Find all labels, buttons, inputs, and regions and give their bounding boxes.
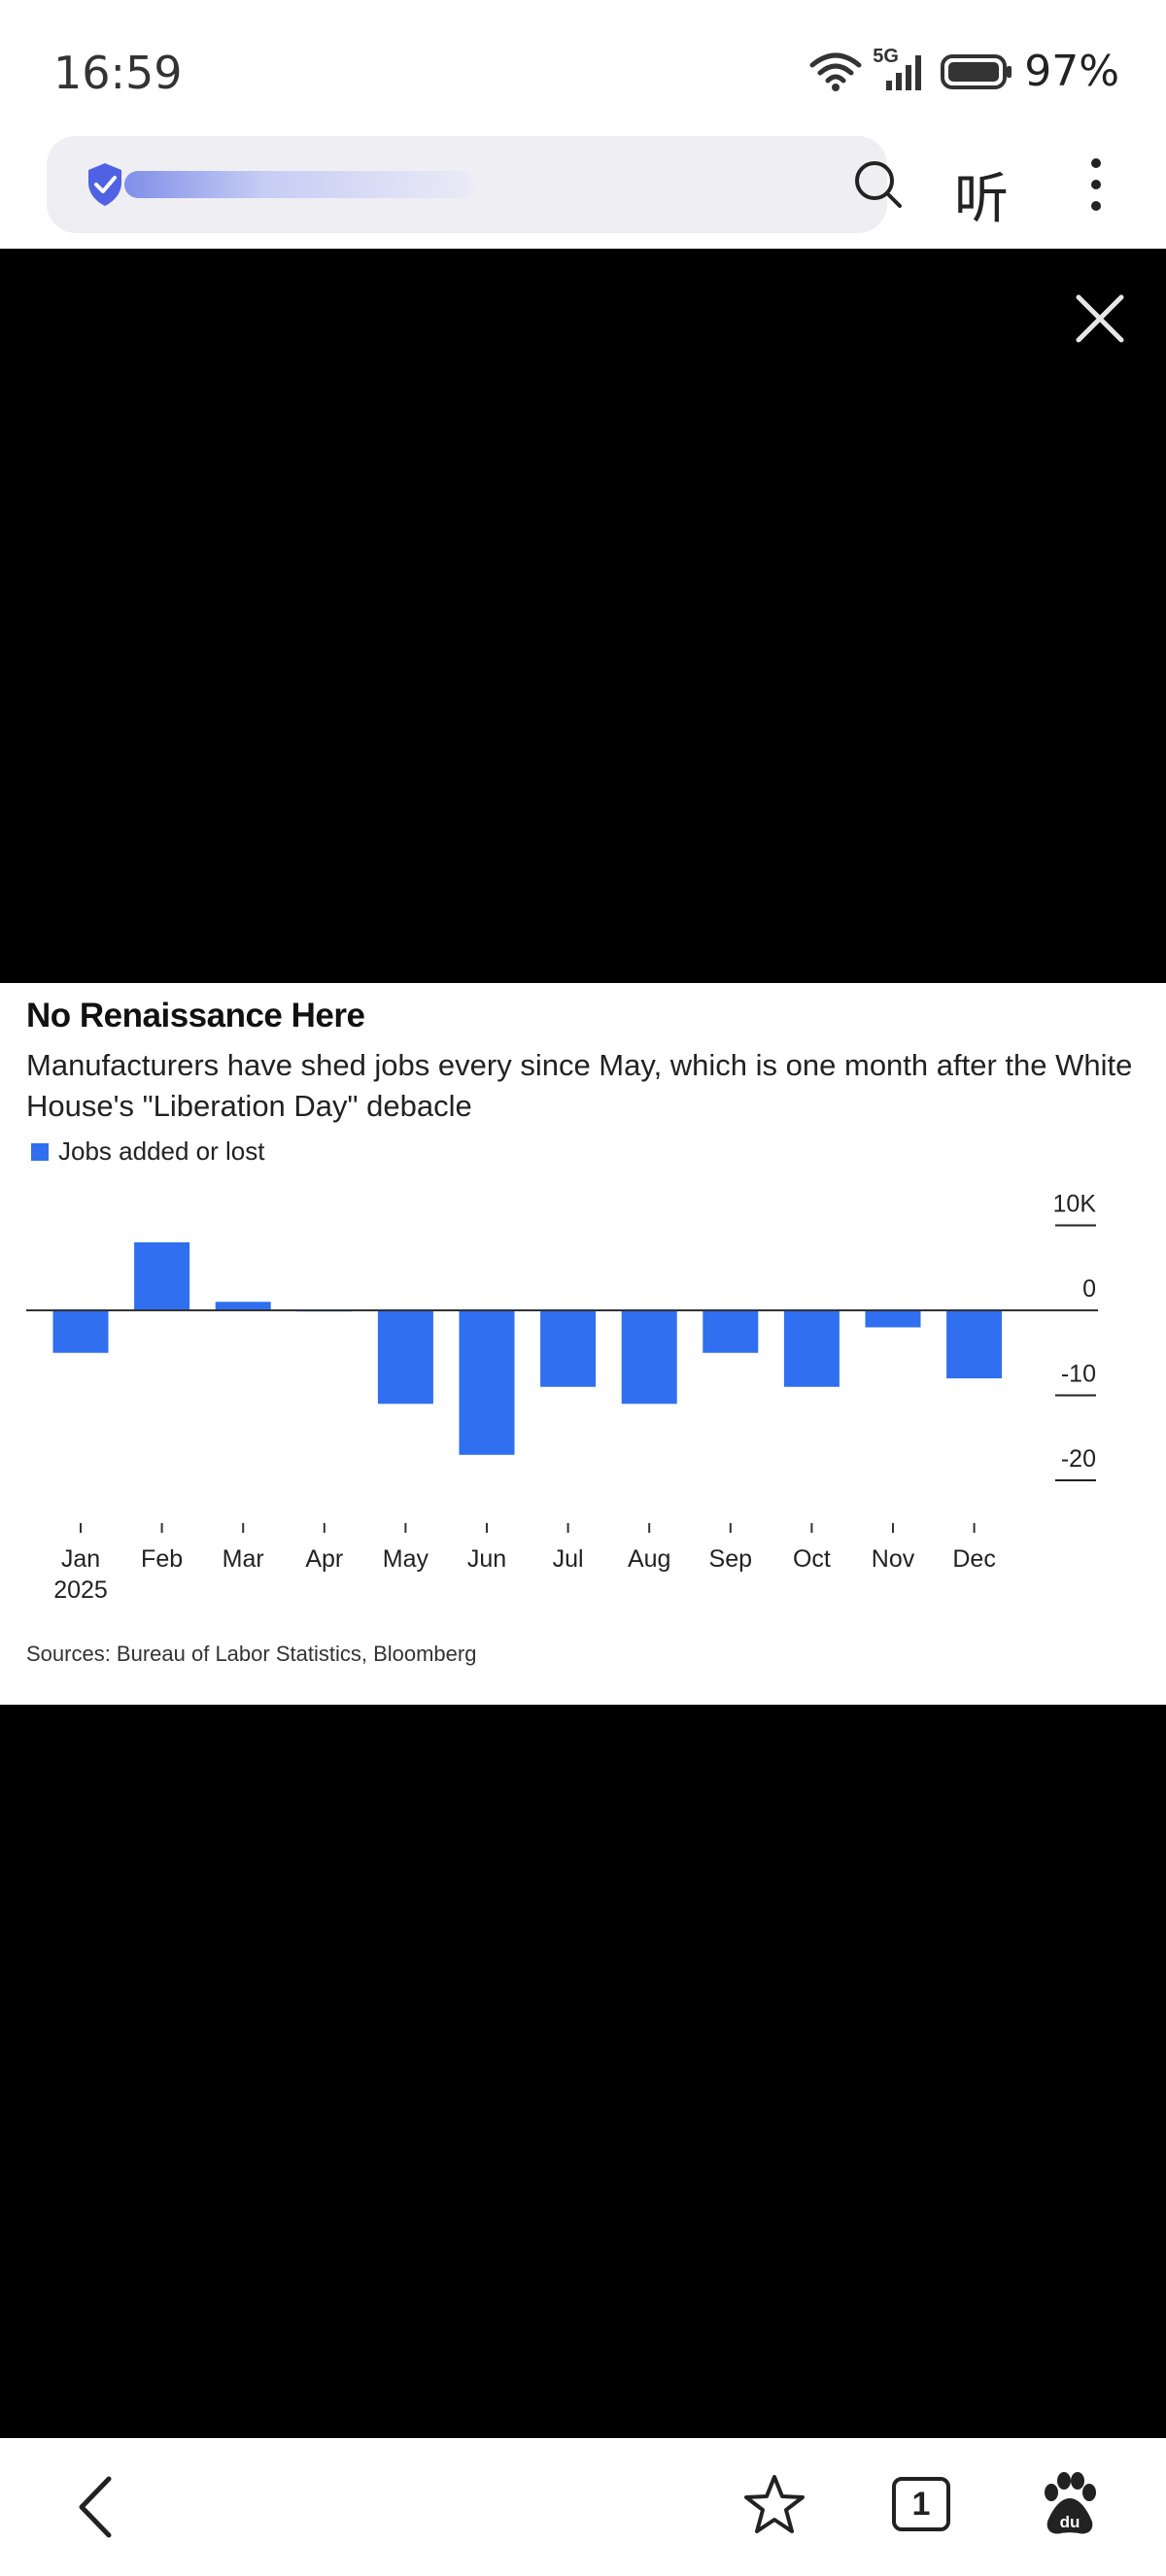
browser-toolbar: 听 bbox=[0, 136, 1166, 249]
x-tick-label: Jan bbox=[61, 1545, 100, 1573]
chart-sources: Sources: Bureau of Labor Statistics, Blo… bbox=[26, 1642, 477, 1666]
x-tick-label: Jun bbox=[467, 1545, 506, 1573]
y-tick-label: -20 bbox=[1061, 1445, 1096, 1473]
x-year-label: 2025 bbox=[53, 1576, 108, 1604]
chart-image: No Renaissance Here Manufacturers have s… bbox=[0, 983, 1166, 1705]
x-tick-label: Oct bbox=[793, 1545, 831, 1573]
x-tick-label: Jul bbox=[553, 1545, 584, 1573]
x-tick-label: Nov bbox=[872, 1545, 915, 1573]
bar-nov bbox=[865, 1310, 921, 1328]
chart-title: No Renaissance Here bbox=[26, 997, 365, 1034]
network-type: 5G bbox=[873, 45, 899, 67]
y-tick-label: 10K bbox=[1053, 1191, 1097, 1218]
address-bar[interactable] bbox=[47, 136, 902, 233]
battery-percent: 97% bbox=[1024, 47, 1119, 96]
status-bar: 16:59 5G 97% bbox=[0, 0, 1166, 136]
bar-oct bbox=[783, 1310, 840, 1387]
image-viewer-top bbox=[0, 249, 1166, 983]
wifi-icon bbox=[809, 52, 862, 91]
bar-jul bbox=[540, 1310, 597, 1387]
svg-text:du: du bbox=[1060, 2513, 1080, 2531]
bar-jan bbox=[52, 1310, 109, 1353]
shield-icon bbox=[88, 163, 121, 206]
x-tick-label: Aug bbox=[628, 1545, 670, 1573]
status-icons: 5G 97% bbox=[808, 46, 1119, 96]
more-menu-icon[interactable] bbox=[1079, 153, 1114, 216]
search-icon[interactable] bbox=[853, 159, 904, 210]
tabs-button[interactable]: 1 bbox=[892, 2477, 950, 2531]
legend-label: Jobs added or lost bbox=[58, 1136, 265, 1166]
back-icon[interactable] bbox=[74, 2473, 117, 2541]
baidu-paw-icon[interactable]: du bbox=[1038, 2471, 1102, 2539]
bar-dec bbox=[946, 1310, 1003, 1378]
bar-mar bbox=[215, 1302, 271, 1310]
x-tick-label: Dec bbox=[952, 1545, 995, 1573]
x-tick-label: Feb bbox=[141, 1545, 183, 1573]
cellular-icon: 5G bbox=[873, 46, 931, 92]
x-tick-label: Apr bbox=[305, 1545, 343, 1573]
legend-swatch bbox=[31, 1142, 49, 1161]
tab-count: 1 bbox=[911, 2485, 931, 2523]
x-tick-label: May bbox=[383, 1545, 429, 1573]
chart-subtitle: Manufacturers have shed jobs every since… bbox=[26, 1048, 1133, 1123]
status-time: 16:59 bbox=[53, 47, 183, 99]
battery-icon bbox=[941, 53, 1012, 89]
x-tick-label: Sep bbox=[709, 1545, 752, 1573]
bottom-navigation: 1 du bbox=[0, 2438, 1166, 2576]
url-text-blurred bbox=[124, 171, 474, 198]
chart-legend: Jobs added or lost bbox=[31, 1136, 264, 1167]
close-icon[interactable] bbox=[1071, 289, 1129, 348]
bookmark-star-icon[interactable] bbox=[742, 2473, 806, 2537]
bar-may bbox=[377, 1310, 433, 1405]
bar-aug bbox=[621, 1310, 677, 1405]
x-tick-label: Mar bbox=[223, 1545, 264, 1573]
image-viewer-bottom bbox=[0, 1705, 1166, 2438]
y-tick-label: 0 bbox=[1082, 1275, 1096, 1303]
bar-chart: 10K 0 -10 -20 Jan Feb Mar Apr May Jun Jul Aug Sep Oct… bbox=[26, 1191, 1098, 1604]
listen-button[interactable]: 听 bbox=[954, 168, 1009, 231]
bar-jun bbox=[459, 1310, 515, 1455]
bar-feb bbox=[134, 1242, 190, 1310]
y-tick-label: -10 bbox=[1061, 1361, 1096, 1388]
bar-sep bbox=[703, 1310, 759, 1353]
